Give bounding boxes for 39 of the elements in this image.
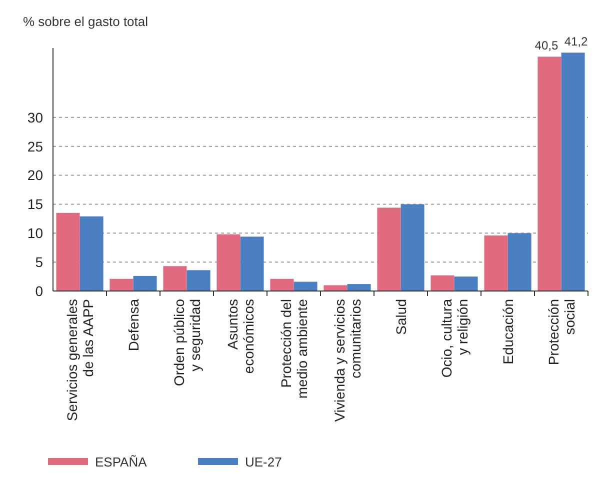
x-tick-label: Defensa bbox=[125, 298, 142, 352]
bar bbox=[270, 278, 294, 291]
bar bbox=[216, 234, 240, 291]
bar bbox=[133, 276, 157, 291]
bar bbox=[56, 212, 80, 291]
bar bbox=[163, 266, 187, 291]
bar bbox=[454, 276, 478, 291]
bar bbox=[508, 233, 532, 291]
y-tick-label: 5 bbox=[35, 254, 44, 270]
bar bbox=[347, 284, 371, 291]
y-axis-title: % sobre el gasto total bbox=[23, 14, 148, 29]
x-tick-label: Salud bbox=[392, 299, 409, 335]
y-tick-label: 20 bbox=[27, 167, 44, 184]
y-tick-label: 15 bbox=[27, 196, 44, 212]
x-tick-label: Protección social bbox=[545, 299, 578, 366]
y-tick-label: 0 bbox=[35, 282, 44, 299]
bar bbox=[110, 278, 134, 291]
x-tick-label: Educación bbox=[500, 299, 516, 364]
bar bbox=[240, 236, 264, 291]
y-tick-label: 10 bbox=[27, 225, 44, 242]
legend-label: UE-27 bbox=[245, 454, 282, 470]
y-tick-label: 25 bbox=[27, 138, 44, 154]
bar bbox=[484, 235, 508, 291]
data-label: 40,5 bbox=[534, 38, 558, 53]
data-label: 41,2 bbox=[564, 34, 588, 49]
bar bbox=[294, 282, 318, 291]
legend-label: ESPAÑA bbox=[95, 454, 148, 470]
bar bbox=[324, 285, 348, 291]
bar bbox=[538, 56, 562, 291]
bar bbox=[561, 52, 585, 291]
bar bbox=[377, 208, 401, 291]
x-tick-label: Servicios generales de las AAPP bbox=[64, 299, 96, 422]
bar bbox=[80, 216, 104, 291]
y-tick-label: 30 bbox=[27, 109, 44, 126]
bar bbox=[400, 204, 424, 291]
bar bbox=[186, 270, 210, 291]
x-tick-label: Ocio, cultura y religión bbox=[438, 298, 470, 378]
bar bbox=[430, 275, 454, 291]
x-tick-label: Orden público y seguridad bbox=[170, 298, 203, 386]
